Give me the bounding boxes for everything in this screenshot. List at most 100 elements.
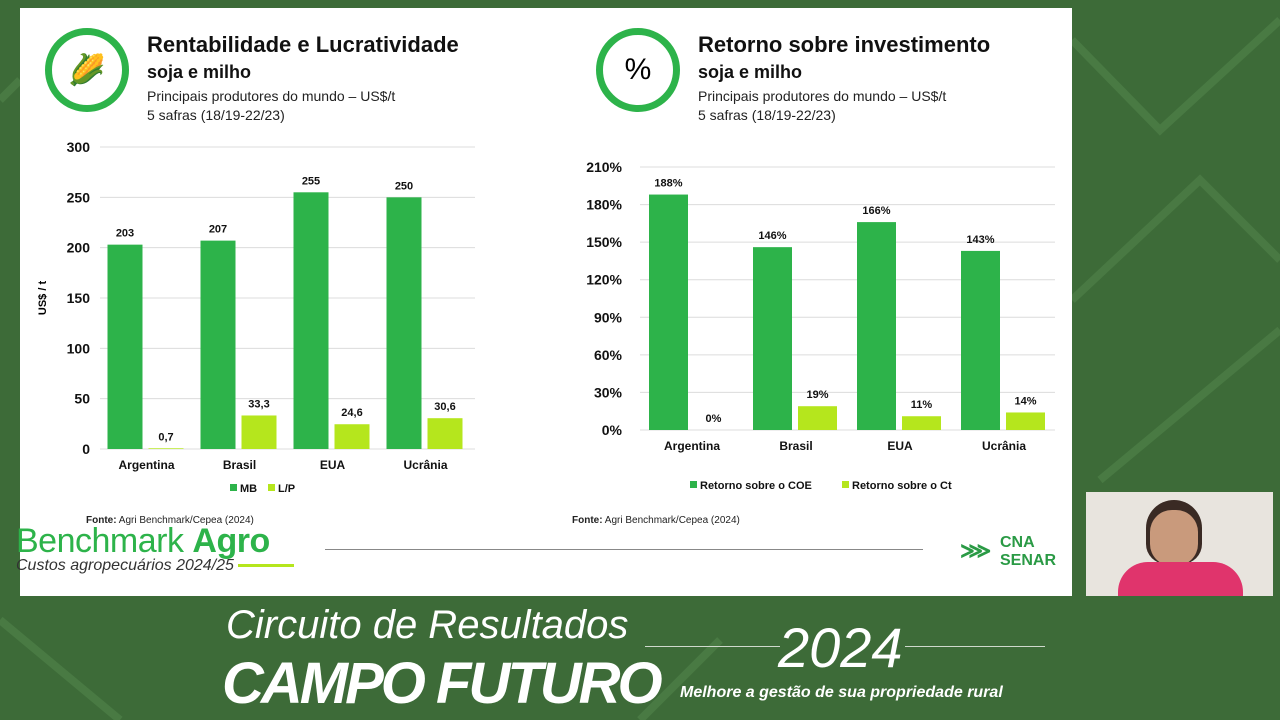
data-label: 250 [395, 180, 413, 192]
y-tick-label: 50 [74, 391, 90, 407]
x-tick-label: EUA [887, 439, 913, 453]
y-tick-label: 250 [67, 189, 91, 205]
bar-0 [857, 222, 896, 430]
senar-text: SENAR [1000, 552, 1057, 569]
cna-text: CNA [1000, 534, 1035, 551]
source-label: Fonte: [572, 515, 603, 526]
bar-0 [961, 250, 1000, 430]
y-tick-label: 150 [67, 290, 91, 306]
y-tick-label: 300 [67, 139, 91, 155]
bar-0 [649, 194, 688, 430]
brand-subtitle: Custos agropecuários 2024/25 [16, 557, 234, 574]
slide [20, 8, 1072, 596]
data-label: 0% [706, 413, 722, 425]
data-label: 146% [758, 230, 786, 242]
bar-1 [148, 448, 184, 449]
legend-swatch [230, 484, 237, 491]
bar-0 [293, 192, 329, 450]
chart-subtitle: soja e milho [698, 62, 803, 82]
y-tick-label: 90% [594, 309, 623, 325]
bar-1 [334, 424, 370, 449]
y-tick-label: 210% [586, 159, 622, 175]
chart-desc: 5 safras (18/19-22/23) [698, 107, 836, 123]
data-label: 143% [966, 234, 994, 246]
legend-swatch [842, 481, 849, 488]
chart-desc: Principais produtores do mundo – US$/t [698, 88, 947, 104]
y-tick-label: 100 [67, 340, 91, 356]
data-label: 0,7 [158, 431, 173, 443]
left-header: Rentabilidade e Lucratividade soja e mil… [147, 32, 459, 125]
x-tick-label: Argentina [664, 439, 720, 453]
y-tick-label: 60% [594, 347, 623, 363]
y-tick-label: 0% [602, 422, 623, 438]
x-tick-label: Brasil [223, 458, 256, 472]
x-tick-label: Ucrânia [982, 439, 1026, 453]
source-right: Fonte: Agri Benchmark/Cepea (2024) [572, 515, 740, 526]
event-title: Circuito de Resultados [226, 603, 629, 647]
divider [645, 646, 780, 647]
bar-1 [798, 406, 837, 430]
tagline: Melhore a gestão de sua propriedade rura… [680, 684, 1003, 701]
bar-1 [241, 415, 277, 449]
chart-title: Rentabilidade e Lucratividade [147, 32, 459, 57]
source-left: Fonte: Agri Benchmark/Cepea (2024) [86, 515, 254, 526]
data-label: 11% [911, 399, 933, 411]
legend-label: Retorno sobre o Ct [852, 480, 952, 492]
data-label: 19% [806, 389, 828, 401]
x-tick-label: Brasil [779, 439, 812, 453]
source-text: Agri Benchmark/Cepea (2024) [602, 515, 740, 526]
legend-label: Retorno sobre o COE [700, 480, 812, 492]
event-name: CAMPO FUTURO [222, 651, 663, 716]
y-tick-label: 180% [586, 197, 622, 213]
divider [905, 646, 1045, 647]
data-label: 24,6 [341, 407, 362, 419]
soy-corn-percent-icon: % [596, 28, 680, 112]
bar-0 [753, 247, 792, 430]
y-axis-label: US$ / t [37, 281, 49, 316]
benchmark-agro-logo: Benchmark Agro Custos agropecuários 2024… [16, 522, 295, 575]
chart-subtitle: soja e milho [147, 62, 252, 82]
legend-label: L/P [278, 483, 295, 495]
event-year: 2024 [778, 616, 903, 679]
data-label: 30,6 [434, 401, 455, 413]
x-tick-label: EUA [320, 458, 346, 472]
webcam-video [1086, 492, 1273, 596]
bar-0 [386, 197, 422, 449]
bar-1 [427, 418, 463, 449]
data-label: 33,3 [248, 398, 269, 410]
cna-senar-logo: ⋙ CNA SENAR [960, 532, 1060, 572]
y-tick-label: 200 [67, 240, 91, 256]
data-label: 203 [116, 228, 134, 240]
x-tick-label: Ucrânia [403, 458, 447, 472]
source-label: Fonte: [86, 515, 117, 526]
bar-1 [902, 416, 941, 430]
data-label: 255 [302, 175, 320, 187]
y-tick-label: 30% [594, 384, 623, 400]
legend-swatch [690, 481, 697, 488]
y-tick-label: 150% [586, 234, 622, 250]
data-label: 188% [654, 178, 682, 190]
data-label: 166% [862, 205, 890, 217]
brand-name: Benchmark [16, 522, 193, 560]
source-text: Agri Benchmark/Cepea (2024) [116, 515, 254, 526]
brand-name-bold: Agro [192, 522, 270, 560]
divider [325, 549, 923, 550]
data-label: 207 [209, 224, 227, 236]
wheat-icon: ⋙ [960, 538, 992, 563]
right-header: Retorno sobre investimento soja e milho … [698, 32, 990, 125]
bar-0 [107, 244, 143, 449]
legend-label: MB [240, 483, 257, 495]
chart-desc: 5 safras (18/19-22/23) [147, 107, 285, 123]
x-tick-label: Argentina [118, 458, 174, 472]
legend-swatch [268, 484, 275, 491]
y-tick-label: 0 [82, 441, 90, 457]
bar-0 [200, 240, 236, 449]
bar-1 [1006, 412, 1045, 430]
y-tick-label: 120% [586, 272, 622, 288]
soy-corn-icon: 🌽 [45, 28, 129, 112]
data-label: 14% [1014, 395, 1036, 407]
chart-desc: Principais produtores do mundo – US$/t [147, 88, 396, 104]
chart-title: Retorno sobre investimento [698, 32, 991, 57]
